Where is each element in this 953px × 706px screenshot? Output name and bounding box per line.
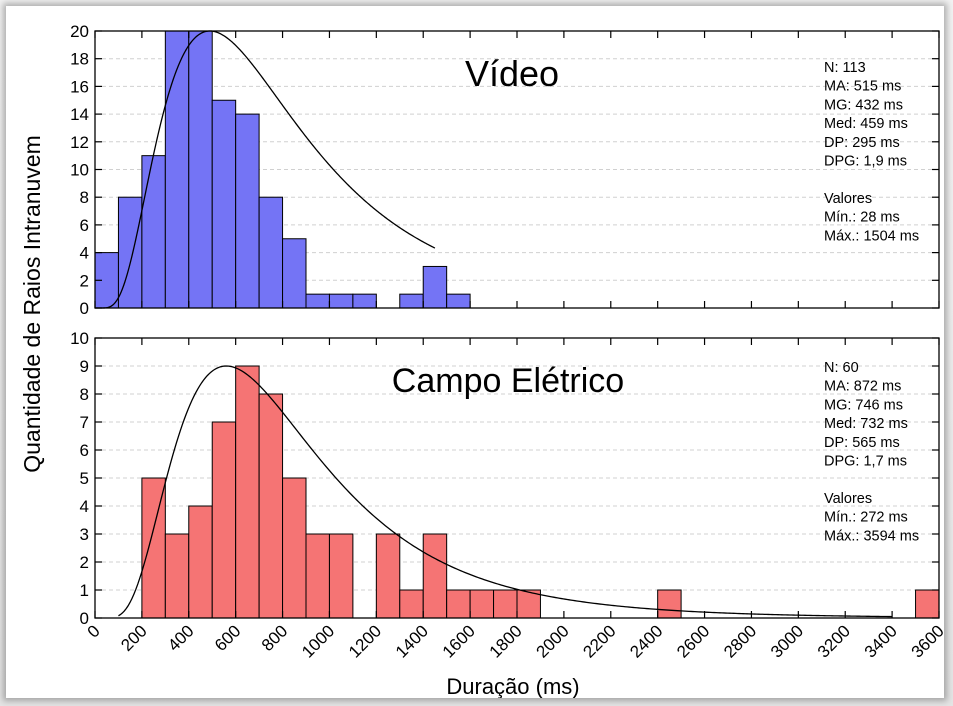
bar [282, 477, 307, 619]
y-tick-label: 2 [80, 553, 89, 572]
bar [399, 293, 424, 309]
x-tick-label: 3000 [767, 621, 807, 661]
x-tick-label: 1600 [439, 621, 479, 661]
bar [352, 293, 377, 309]
x-tick-label: 1400 [392, 621, 432, 661]
bar [235, 113, 260, 309]
y-tick-label: 7 [80, 413, 89, 432]
y-tick-label: 4 [80, 244, 89, 263]
bar [657, 589, 682, 619]
x-tick-label: 2400 [626, 621, 666, 661]
y-tick-label: 16 [70, 77, 89, 96]
bar [188, 505, 213, 619]
stat-line: DPG: 1,9 ms [824, 154, 907, 170]
bar [399, 589, 424, 619]
bar [328, 533, 354, 619]
panel-title: Campo Elétrico [392, 362, 624, 400]
bar [305, 533, 330, 619]
bar [305, 293, 330, 309]
x-tick-label: 1800 [486, 621, 526, 661]
stat-line: Máx.: 3594 ms [824, 528, 919, 544]
bar [446, 589, 471, 619]
y-tick-label: 0 [80, 609, 89, 628]
x-tick-label: 0 [84, 621, 104, 641]
stat-line: N: 60 [824, 360, 859, 376]
y-tick-label: 4 [80, 497, 89, 516]
y-tick-label: 9 [80, 357, 89, 376]
y-tick-label: 0 [80, 299, 89, 318]
y-tick-label: 5 [80, 469, 89, 488]
stat-line: Mín.: 272 ms [824, 510, 908, 526]
stat-line: Mín.: 28 ms [824, 210, 900, 226]
bar [375, 533, 401, 619]
stat-line: Valores [824, 491, 872, 507]
x-tick-label: 3400 [861, 621, 901, 661]
x-tick-label: 1200 [345, 621, 385, 661]
x-tick-label: 200 [117, 621, 150, 654]
bar [422, 265, 448, 309]
y-tick-label: 18 [70, 50, 89, 69]
y-tick-label: 6 [80, 216, 89, 235]
x-tick-label: 2000 [533, 621, 573, 661]
y-tick-label: 8 [80, 385, 89, 404]
y-tick-label: 10 [70, 161, 89, 180]
y-tick-label: 2 [80, 271, 89, 290]
stat-line: MG: 746 ms [824, 397, 903, 413]
bar [328, 293, 354, 309]
x-tick-label: 3600 [908, 621, 944, 661]
panel-1: 0 2 4 6 8 10 12 14 16 18 20 Vídeo N: 113 MA: 515 ms MG… [70, 22, 940, 318]
bar [915, 589, 940, 619]
y-tick-label: 6 [80, 441, 89, 460]
y-tick-label: 8 [80, 188, 89, 207]
x-tick-label: 800 [258, 621, 291, 654]
stat-line: DPG: 1,7 ms [824, 454, 907, 470]
stat-line: Máx.: 1504 ms [824, 228, 919, 244]
bar [493, 589, 518, 619]
histogram-figure: Quantidade de Raios Intranuvem Duração (… [19, 22, 944, 698]
y-tick-label: 12 [70, 133, 89, 152]
stat-line: MG: 432 ms [824, 97, 903, 113]
stat-line: DP: 565 ms [824, 435, 900, 451]
stat-line: Valores [824, 191, 872, 207]
x-tick-label: 3200 [814, 621, 854, 661]
fit-curve [95, 30, 436, 309]
bar [164, 533, 190, 619]
x-tick-label: 600 [211, 621, 244, 654]
x-axis-label: Duração (ms) [446, 674, 579, 698]
bar [235, 365, 260, 619]
stat-line: N: 113 [824, 60, 866, 76]
bar [211, 99, 237, 309]
stat-line: MA: 515 ms [824, 79, 901, 95]
panel-2: 0 1 2 3 4 5 6 7 8 9 10 Campo Elétrico N: 60 MA: 872 m… [70, 329, 940, 628]
bar [211, 421, 237, 619]
bar [141, 155, 166, 309]
bar [188, 30, 213, 309]
bar [446, 293, 471, 309]
stat-line: DP: 295 ms [824, 135, 900, 151]
bar [258, 196, 284, 309]
bar [164, 30, 190, 309]
bar [469, 589, 495, 619]
x-tick-label: 400 [164, 621, 197, 654]
y-tick-label: 3 [80, 525, 89, 544]
stat-line: Med: 732 ms [824, 416, 908, 432]
stat-line: Med: 459 ms [824, 116, 908, 132]
x-tick-label: 1000 [298, 621, 338, 661]
y-axis-label: Quantidade de Raios Intranuvem [19, 135, 45, 473]
figure-frame: Quantidade de Raios Intranuvem Duração (… [6, 6, 944, 698]
y-tick-label: 20 [70, 22, 89, 41]
stat-line: MA: 872 ms [824, 379, 901, 395]
bar [282, 238, 307, 309]
fit-curve [118, 365, 893, 618]
panel-title: Vídeo [465, 53, 559, 94]
x-tick-label: 2600 [673, 621, 713, 661]
bar [141, 477, 166, 619]
bar [258, 393, 284, 619]
y-tick-label: 10 [70, 329, 89, 348]
y-tick-label: 14 [70, 105, 89, 124]
x-tick-label: 2800 [720, 621, 760, 661]
bar [422, 533, 448, 619]
y-tick-label: 1 [80, 581, 89, 600]
x-tick-label: 2200 [579, 621, 619, 661]
